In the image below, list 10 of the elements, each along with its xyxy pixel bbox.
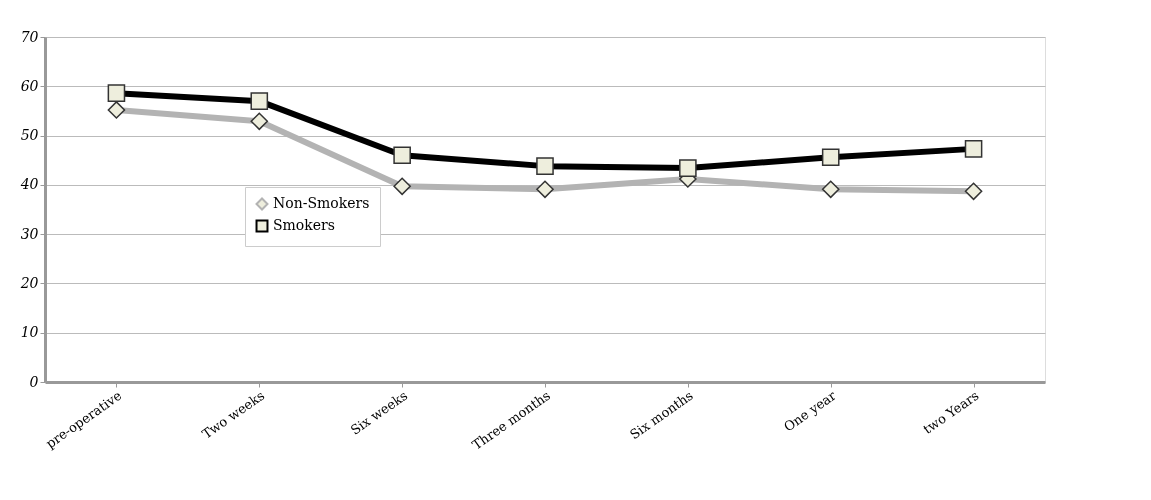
y-tick-label: 50	[20, 127, 39, 144]
y-tick-label: 10	[20, 324, 39, 341]
legend-label: Smokers	[273, 217, 335, 233]
y-tick-label: 30	[20, 225, 39, 242]
legend-label: Non-Smokers	[273, 195, 370, 211]
y-tick-label: 0	[29, 373, 39, 390]
y-tick-label: 40	[19, 176, 39, 193]
y-tick-label: 60	[20, 77, 39, 94]
y-tick-label: 20	[19, 274, 39, 291]
y-tick-label: 70	[20, 28, 39, 45]
